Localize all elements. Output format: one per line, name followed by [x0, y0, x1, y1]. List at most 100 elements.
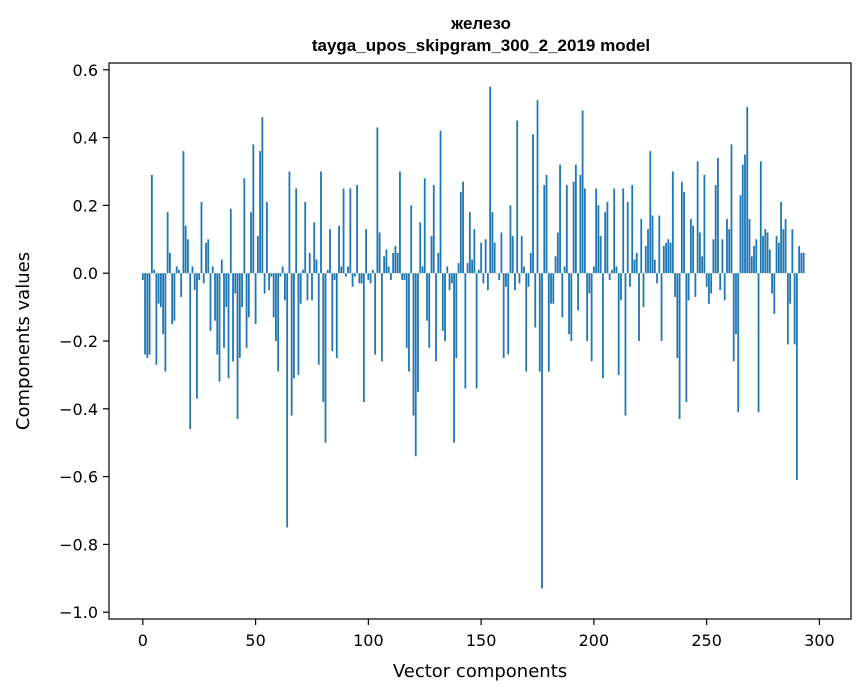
x-tick-label: 0	[138, 631, 148, 650]
bar-component-113	[396, 252, 399, 274]
y-tick-label: 0.6	[73, 61, 98, 80]
bar-component-284	[782, 229, 785, 274]
bar-component-170	[525, 273, 528, 372]
bar-component-250	[705, 273, 708, 287]
bar-component-151	[482, 273, 485, 284]
bar-component-191	[572, 181, 575, 274]
bar-component-22	[191, 266, 194, 274]
bar-component-285	[784, 218, 787, 274]
y-tick-label: 0.0	[73, 264, 98, 283]
bar-component-278	[768, 249, 771, 274]
bar-component-34	[218, 273, 221, 382]
bar-component-1	[144, 273, 146, 355]
bar-component-201	[595, 188, 598, 274]
bar-component-25	[198, 273, 201, 280]
bar-component-282	[777, 242, 780, 274]
bar-component-97	[360, 273, 363, 284]
bar-component-247	[698, 232, 701, 274]
bar-component-116	[403, 273, 406, 280]
bar-component-14	[173, 273, 176, 321]
bar-component-82	[326, 269, 329, 274]
bar-component-141	[459, 191, 462, 274]
bar-component-75	[311, 273, 313, 301]
bar-component-195	[581, 110, 584, 274]
bar-component-119	[410, 205, 413, 274]
y-axis-label: Components values	[13, 252, 34, 430]
bar-component-68	[295, 188, 298, 274]
bar-component-227	[653, 259, 656, 274]
bar-component-239	[680, 181, 683, 274]
bar-component-66	[290, 273, 293, 416]
bar-component-51	[256, 235, 259, 274]
bar-component-204	[602, 273, 604, 379]
y-tick-label: 0.4	[73, 129, 98, 148]
bar-component-55	[265, 202, 268, 274]
bar-component-264	[737, 273, 740, 413]
bar-component-124	[421, 266, 424, 274]
bar-component-254	[714, 185, 717, 274]
bars-group	[141, 86, 805, 589]
bar-component-91	[347, 266, 349, 274]
chart-title: железо	[450, 14, 511, 33]
bar-component-225	[649, 151, 652, 274]
bar-component-131	[437, 252, 440, 274]
bar-component-224	[647, 229, 649, 274]
bar-component-99	[365, 229, 367, 274]
bar-component-292	[800, 252, 803, 274]
bar-component-101	[369, 273, 372, 284]
bar-component-217	[631, 185, 634, 274]
bar-component-86	[335, 273, 338, 358]
bar-component-125	[423, 178, 426, 274]
bar-component-208	[611, 269, 613, 274]
bar-component-42	[236, 273, 239, 419]
bar-component-145	[468, 212, 471, 274]
bar-component-10	[164, 273, 167, 372]
bar-component-122	[417, 273, 419, 392]
bar-component-165	[514, 273, 516, 291]
bar-component-78	[317, 273, 320, 365]
bar-component-256	[719, 273, 722, 291]
bar-component-155	[491, 212, 494, 274]
bar-component-43	[238, 273, 241, 358]
bar-component-142	[462, 181, 464, 274]
bar-component-211	[617, 273, 620, 375]
bar-component-136	[448, 273, 451, 291]
bar-component-129	[432, 185, 435, 274]
bar-component-162	[507, 273, 510, 355]
y-tick-label: −0.8	[59, 535, 98, 554]
bar-component-16	[178, 269, 180, 274]
bar-component-153	[486, 273, 489, 291]
bar-component-88	[340, 266, 343, 274]
bar-component-73	[306, 273, 309, 301]
chart-subtitle: tayga_upos_skipgram_300_2_2019 model	[312, 36, 650, 55]
bar-component-26	[200, 202, 203, 274]
bar-component-94	[353, 273, 356, 277]
bar-component-109	[387, 266, 390, 274]
bar-component-11	[166, 212, 169, 274]
bar-component-238	[678, 273, 681, 419]
bar-component-111	[392, 252, 395, 274]
bar-component-71	[302, 269, 304, 274]
x-tick-label: 100	[353, 631, 384, 650]
bar-component-138	[453, 273, 455, 443]
bar-component-246	[696, 161, 699, 274]
bar-component-80	[322, 273, 325, 403]
bar-component-105	[378, 232, 381, 274]
bar-component-146	[471, 259, 473, 274]
bar-component-164	[511, 235, 514, 274]
bar-component-262	[732, 273, 735, 362]
bar-component-287	[789, 273, 791, 304]
bar-component-100	[367, 273, 370, 280]
bar-component-130	[435, 273, 437, 362]
x-tick-label: 300	[804, 631, 835, 650]
bar-component-32	[214, 273, 216, 321]
bar-component-290	[795, 273, 798, 480]
bar-component-273	[757, 273, 760, 413]
bar-component-248	[701, 256, 704, 274]
bar-component-70	[299, 273, 302, 304]
bar-component-18	[182, 151, 185, 274]
bar-component-44	[241, 273, 243, 308]
bar-component-260	[728, 229, 731, 274]
bar-component-107	[383, 256, 386, 274]
bar-component-13	[171, 273, 174, 325]
